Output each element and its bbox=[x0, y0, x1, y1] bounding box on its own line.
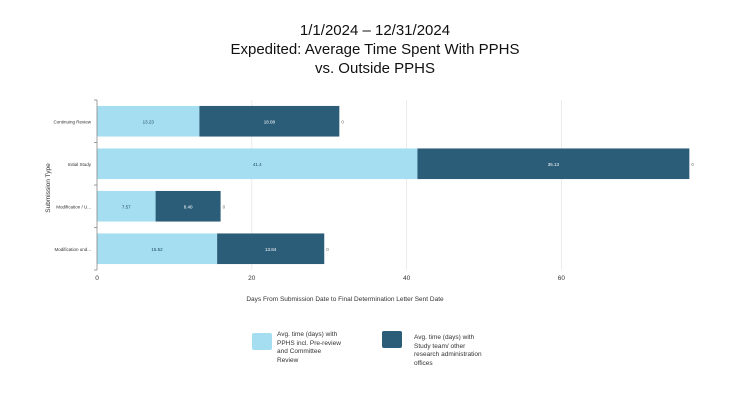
bar-segment bbox=[217, 233, 325, 265]
legend-label-line: Study team/ other bbox=[414, 342, 466, 350]
x-tick-label: 0 bbox=[95, 275, 99, 282]
end-label: 0 bbox=[223, 204, 226, 209]
bar-segment bbox=[97, 190, 156, 222]
data-label: 13.23 bbox=[143, 119, 155, 124]
data-label: 41.4 bbox=[253, 162, 262, 167]
legend-label-line: research administration bbox=[414, 351, 482, 358]
y-tick-label: Continuing Review bbox=[53, 119, 91, 124]
bar-segment bbox=[417, 148, 690, 180]
x-tick-label: 40 bbox=[403, 275, 411, 282]
bar-segment bbox=[97, 233, 218, 265]
end-label: 0 bbox=[326, 247, 329, 252]
chart-title-line-1: 1/1/2024 – 12/31/2024 bbox=[299, 22, 451, 39]
legend-swatch-pphs bbox=[252, 333, 272, 350]
legend-label-line: offices bbox=[414, 359, 433, 367]
legend-label-line: and Committee bbox=[277, 348, 322, 355]
legend-label-outside: Avg. time (days) with Study team/ other … bbox=[414, 334, 504, 368]
y-axis-label: Submission Type bbox=[45, 163, 52, 213]
legend-label-line: Review bbox=[277, 356, 299, 364]
x-tick-label: 20 bbox=[248, 275, 256, 282]
end-label: 0 bbox=[691, 162, 694, 167]
data-label: 35.13 bbox=[548, 162, 560, 167]
data-label: 18.08 bbox=[264, 119, 276, 124]
bar-segment bbox=[97, 148, 418, 180]
data-label: 7.57 bbox=[122, 204, 131, 209]
axes: 0 20 40 60 Continuing Review Initial Study Mod… bbox=[53, 99, 566, 282]
bars: 13.23 18.08 0 41.4 35.13 0 7.57 8.40 0 15.52 13.84… bbox=[97, 105, 694, 265]
x-axis-label: Days From Submission Date to Final Deter… bbox=[246, 296, 444, 303]
y-tick-label: Initial Study bbox=[68, 162, 92, 167]
chart-title-line-2: Expedited: Average Time Spent With PPHS bbox=[230, 41, 520, 58]
x-tick-label: 60 bbox=[558, 275, 566, 282]
y-tick-label: Modification / U... bbox=[56, 204, 91, 209]
legend-label-line: PPHS incl. Pre-review bbox=[277, 339, 341, 347]
bar-segment bbox=[97, 105, 200, 137]
legend-label-line: Avg. time (days) with bbox=[277, 331, 338, 338]
end-label: 0 bbox=[341, 119, 344, 124]
legend-label-pphs: Avg. time (days) with PPHS incl. Pre-rev… bbox=[277, 331, 357, 365]
y-tick-label: Modification und... bbox=[54, 247, 91, 252]
bar-segment bbox=[155, 190, 221, 222]
legend-label-line: Avg. time (days) with bbox=[414, 334, 475, 341]
data-label: 13.84 bbox=[265, 247, 277, 252]
data-label: 15.52 bbox=[151, 247, 163, 252]
chart-title-line-3: vs. Outside PPHS bbox=[314, 60, 436, 77]
bar-segment bbox=[199, 105, 340, 137]
data-label: 8.40 bbox=[184, 204, 193, 209]
legend-swatch-outside bbox=[382, 331, 402, 348]
